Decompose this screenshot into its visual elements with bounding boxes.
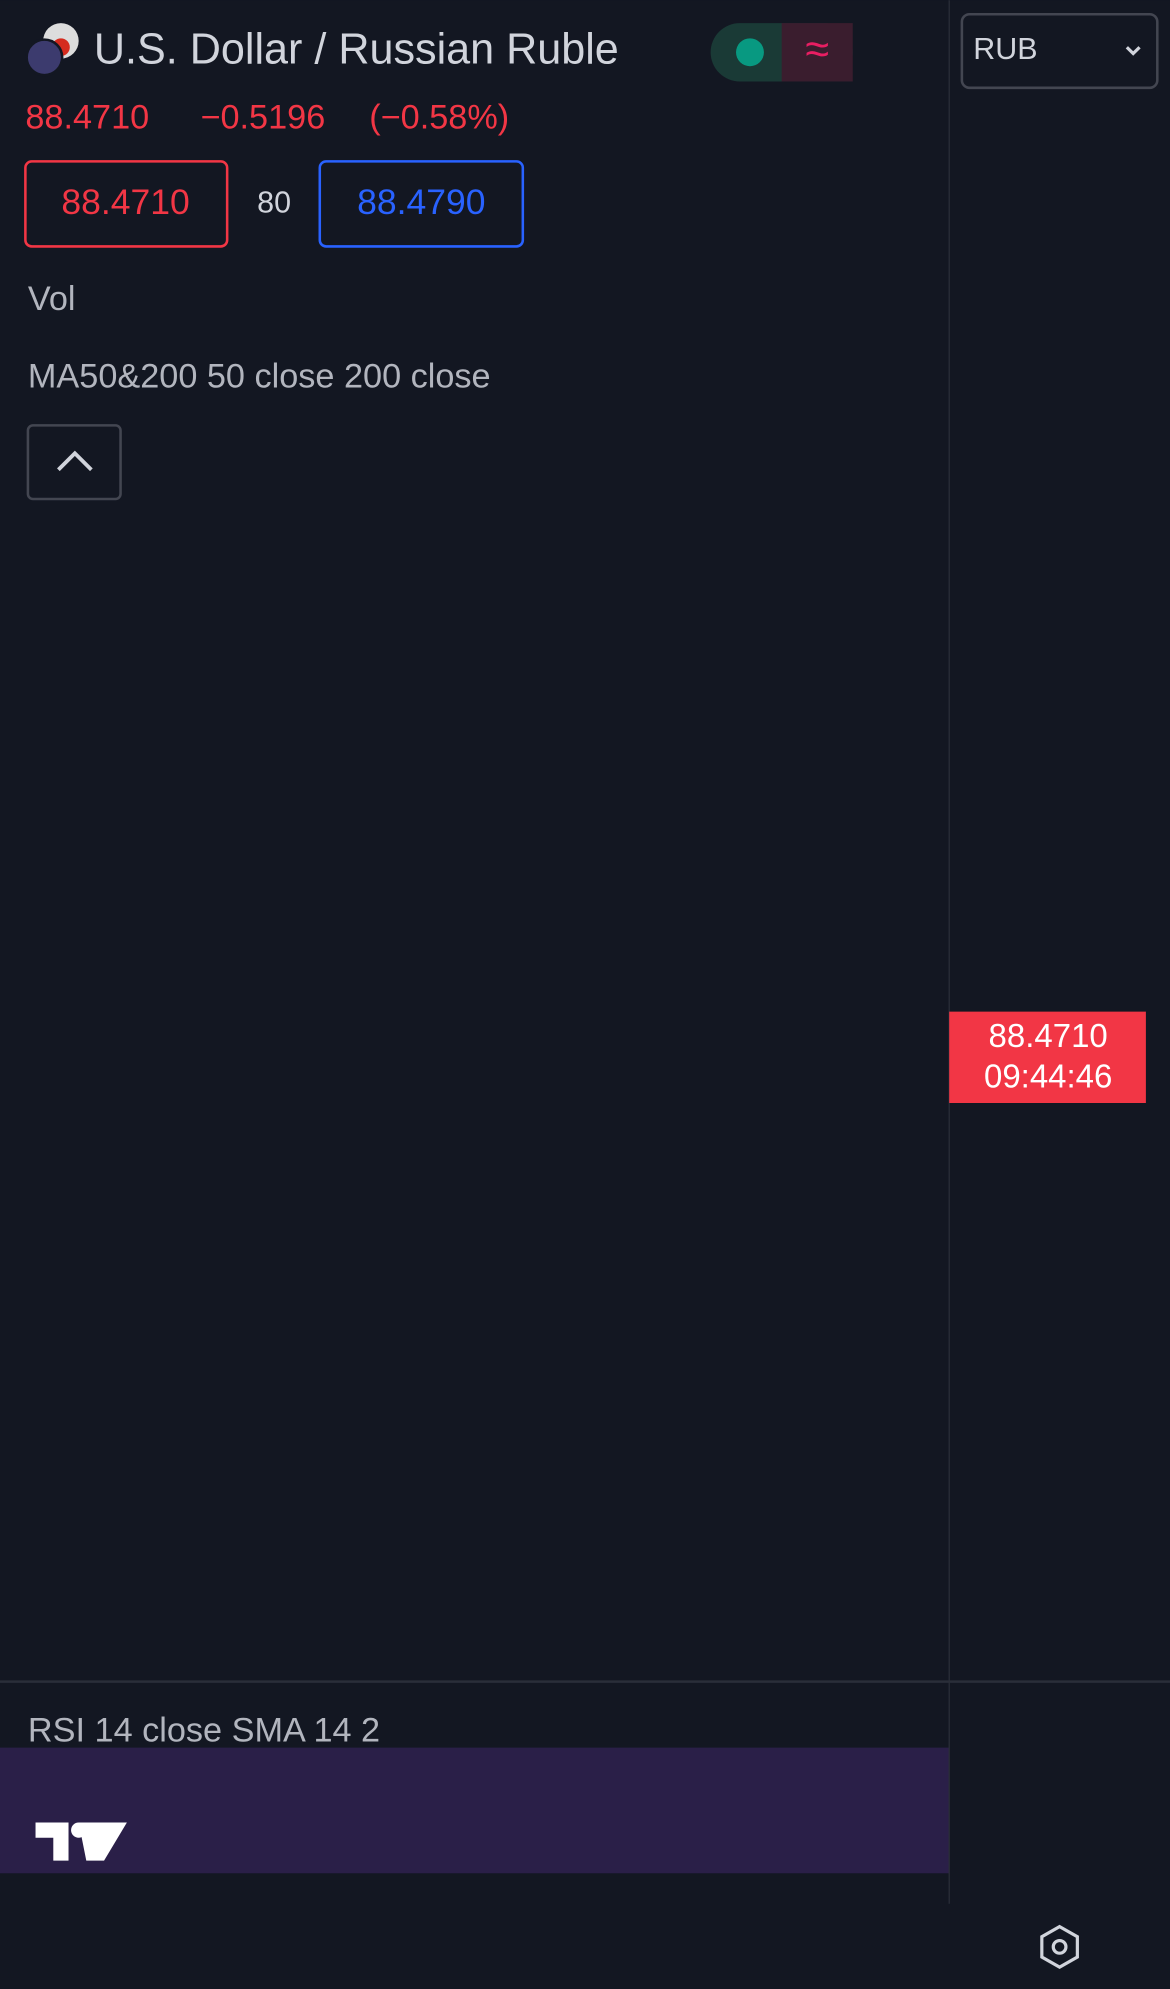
logo [35,1822,127,1861]
rsi-label: RSI 14 close SMA 14 2 [28,1711,380,1749]
vol-label: Vol [28,280,76,318]
title: U.S. Dollar / Russian Ruble [94,26,619,74]
buy-button[interactable] [318,160,525,248]
chevron [1125,46,1141,56]
currency-select[interactable] [960,12,1159,90]
settings-icon-center [1051,1938,1068,1955]
ask: 88.4790 [357,182,485,222]
rsi-band [0,1747,950,1874]
flag-us [25,38,64,77]
bid: 88.4710 [61,182,189,222]
sell-button[interactable] [24,160,229,248]
collapse-icon [57,450,93,472]
last-price-label-bg [949,1011,1146,1103]
logo-dot [71,1822,87,1838]
delay-icon: ≈ [805,26,829,74]
currency-label: RUB [973,32,1037,66]
countdown: 09:44:46 [984,1058,1112,1095]
settings-icon[interactable] [1040,1924,1079,1970]
spread: 80 [257,186,291,220]
status-pill-right [781,23,853,82]
market-open-dot [736,38,764,67]
collapse-button[interactable] [26,424,122,501]
change: −0.5196 [200,99,325,137]
price: 88.4710 [25,99,149,137]
last-price-label: 88.4710 [989,1017,1108,1054]
ma-label: MA50&200 50 close 200 close [28,357,491,395]
change-pct: (−0.58%) [369,99,509,137]
